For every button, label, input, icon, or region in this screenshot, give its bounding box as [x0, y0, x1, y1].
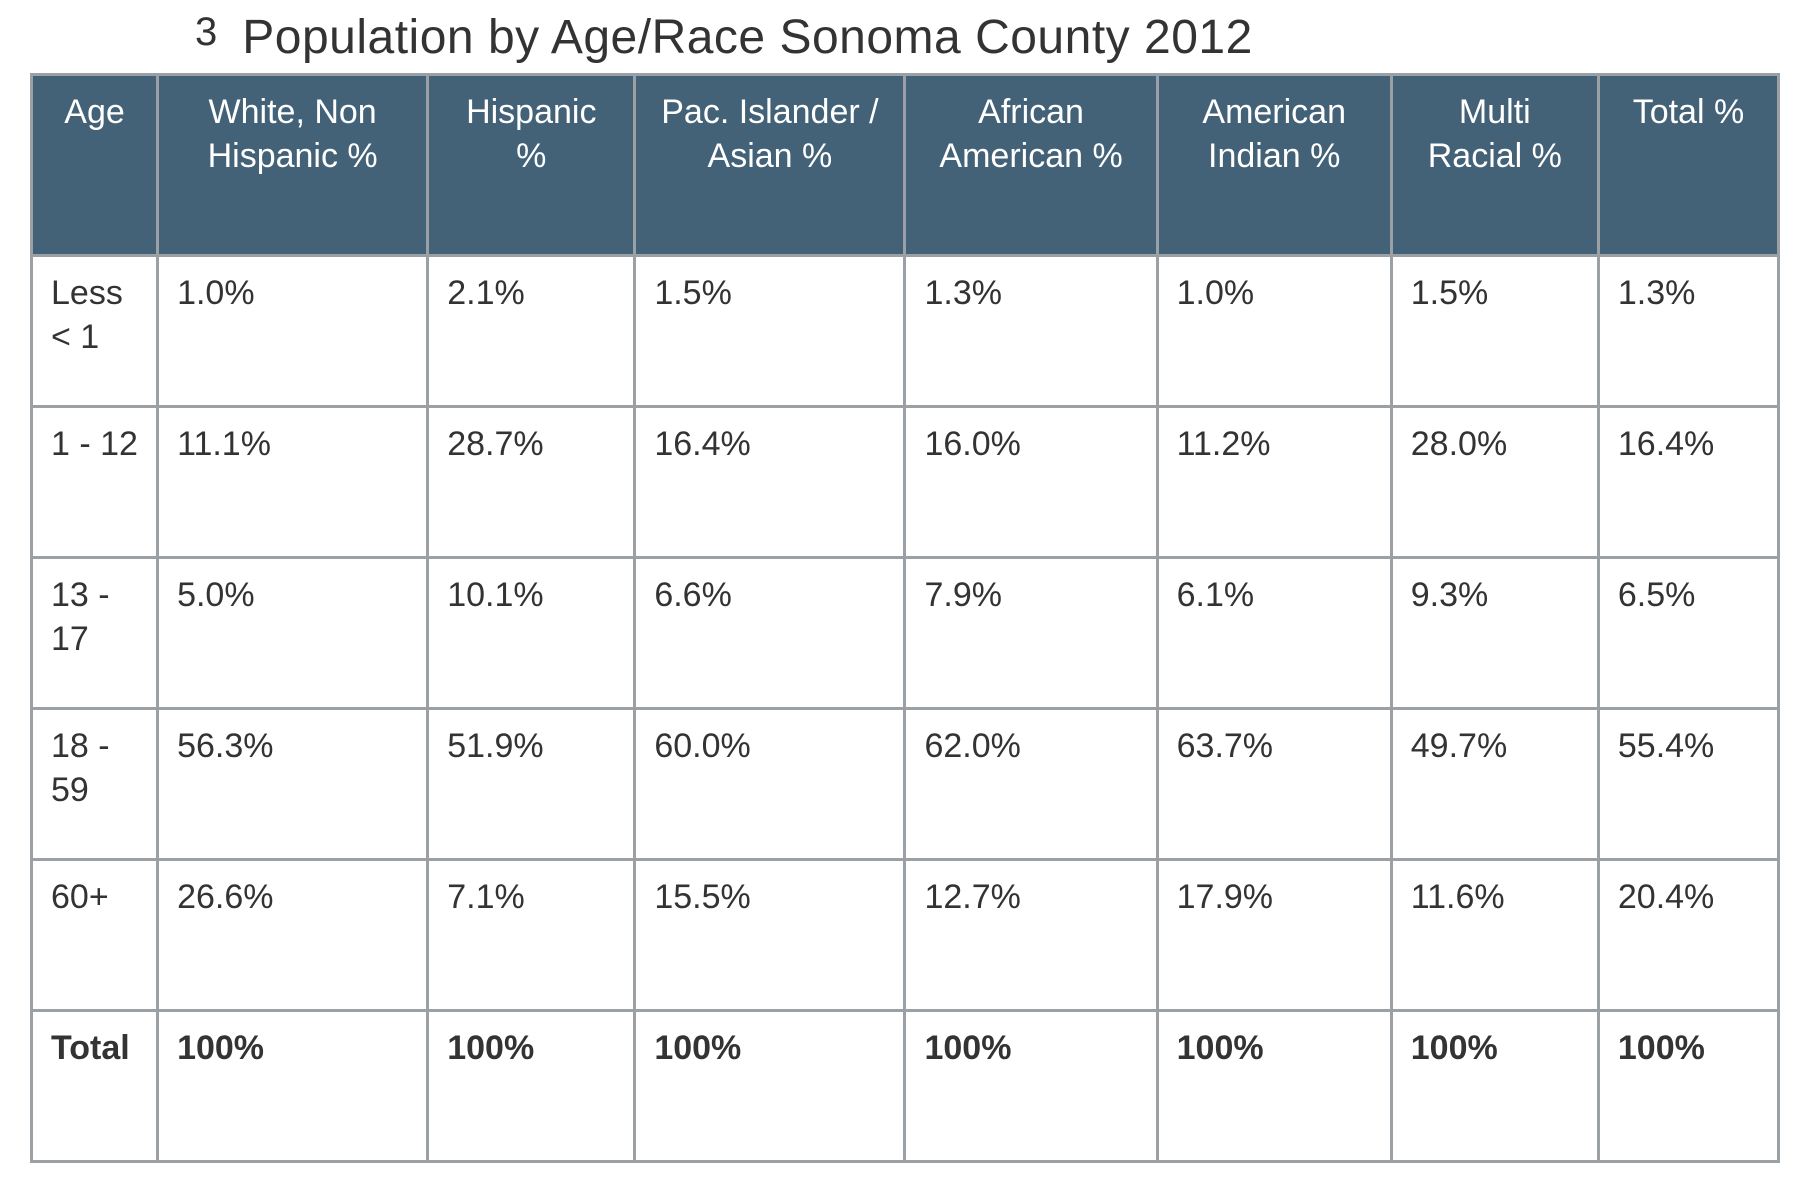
- cell-value: 1.5%: [635, 256, 905, 407]
- cell-total-label: Total: [32, 1011, 158, 1162]
- cell-value: 56.3%: [158, 709, 428, 860]
- cell-value: 28.0%: [1391, 407, 1598, 558]
- cell-value: 12.7%: [905, 860, 1157, 1011]
- cell-value: 1.0%: [158, 256, 428, 407]
- table-row: Less < 1 1.0% 2.1% 1.5% 1.3% 1.0% 1.5% 1…: [32, 256, 1779, 407]
- col-header-total: Total %: [1598, 75, 1778, 256]
- cell-total-value: 100%: [905, 1011, 1157, 1162]
- table-total-row: Total 100% 100% 100% 100% 100% 100% 100%: [32, 1011, 1779, 1162]
- table-row: 13 - 17 5.0% 10.1% 6.6% 7.9% 6.1% 9.3% 6…: [32, 558, 1779, 709]
- cell-value: 28.7%: [428, 407, 635, 558]
- cell-value: 17.9%: [1157, 860, 1391, 1011]
- population-table: Age White, Non Hispanic % Hispanic % Pac…: [30, 73, 1780, 1163]
- cell-value: 55.4%: [1598, 709, 1778, 860]
- cell-value: 5.0%: [158, 558, 428, 709]
- cell-value: 1.0%: [1157, 256, 1391, 407]
- cell-age: 1 - 12: [32, 407, 158, 558]
- cell-value: 1.3%: [905, 256, 1157, 407]
- cell-value: 6.1%: [1157, 558, 1391, 709]
- col-header-white: White, Non Hispanic %: [158, 75, 428, 256]
- col-header-multi: Multi Racial %: [1391, 75, 1598, 256]
- cell-value: 1.3%: [1598, 256, 1778, 407]
- table-row: 1 - 12 11.1% 28.7% 16.4% 16.0% 11.2% 28.…: [32, 407, 1779, 558]
- table-body: Less < 1 1.0% 2.1% 1.5% 1.3% 1.0% 1.5% 1…: [32, 256, 1779, 1162]
- cell-value: 1.5%: [1391, 256, 1598, 407]
- cell-age: 60+: [32, 860, 158, 1011]
- cell-total-value: 100%: [635, 1011, 905, 1162]
- cell-value: 11.6%: [1391, 860, 1598, 1011]
- cell-value: 11.1%: [158, 407, 428, 558]
- cell-value: 20.4%: [1598, 860, 1778, 1011]
- table-header: Age White, Non Hispanic % Hispanic % Pac…: [32, 75, 1779, 256]
- cell-age: 13 - 17: [32, 558, 158, 709]
- cell-total-value: 100%: [1391, 1011, 1598, 1162]
- page: 3 Population by Age/Race Sonoma County 2…: [0, 0, 1810, 1203]
- page-title: Population by Age/Race Sonoma County 201…: [242, 10, 1253, 65]
- col-header-afam: African American %: [905, 75, 1157, 256]
- cell-total-value: 100%: [1598, 1011, 1778, 1162]
- table-header-row: Age White, Non Hispanic % Hispanic % Pac…: [32, 75, 1779, 256]
- cell-value: 26.6%: [158, 860, 428, 1011]
- cell-value: 7.1%: [428, 860, 635, 1011]
- col-header-age: Age: [32, 75, 158, 256]
- cell-value: 11.2%: [1157, 407, 1391, 558]
- cell-age: 18 - 59: [32, 709, 158, 860]
- cell-total-value: 100%: [1157, 1011, 1391, 1162]
- cell-age: Less < 1: [32, 256, 158, 407]
- cell-value: 6.5%: [1598, 558, 1778, 709]
- cell-value: 6.6%: [635, 558, 905, 709]
- cell-value: 62.0%: [905, 709, 1157, 860]
- cell-value: 16.4%: [1598, 407, 1778, 558]
- cell-value: 16.0%: [905, 407, 1157, 558]
- cell-value: 15.5%: [635, 860, 905, 1011]
- cell-value: 10.1%: [428, 558, 635, 709]
- col-header-amind: American Indian %: [1157, 75, 1391, 256]
- cell-value: 2.1%: [428, 256, 635, 407]
- table-row: 18 - 59 56.3% 51.9% 60.0% 62.0% 63.7% 49…: [32, 709, 1779, 860]
- cell-value: 51.9%: [428, 709, 635, 860]
- col-header-pacisl: Pac. Islander / Asian %: [635, 75, 905, 256]
- table-row: 60+ 26.6% 7.1% 15.5% 12.7% 17.9% 11.6% 2…: [32, 860, 1779, 1011]
- title-row: 3 Population by Age/Race Sonoma County 2…: [195, 10, 1780, 65]
- cell-value: 60.0%: [635, 709, 905, 860]
- cell-value: 49.7%: [1391, 709, 1598, 860]
- cell-value: 63.7%: [1157, 709, 1391, 860]
- cell-value: 16.4%: [635, 407, 905, 558]
- cell-total-value: 100%: [428, 1011, 635, 1162]
- footnote-marker: 3: [195, 10, 217, 52]
- cell-value: 7.9%: [905, 558, 1157, 709]
- col-header-hispanic: Hispanic %: [428, 75, 635, 256]
- cell-total-value: 100%: [158, 1011, 428, 1162]
- cell-value: 9.3%: [1391, 558, 1598, 709]
